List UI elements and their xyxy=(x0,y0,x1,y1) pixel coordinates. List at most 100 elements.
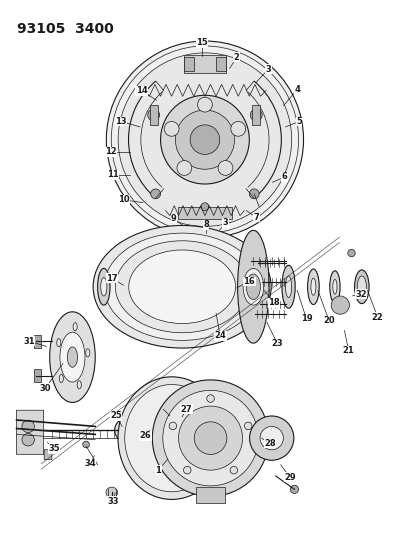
Circle shape xyxy=(22,433,34,446)
FancyBboxPatch shape xyxy=(17,410,43,454)
Bar xyxy=(196,487,225,503)
Ellipse shape xyxy=(100,278,107,296)
Ellipse shape xyxy=(93,225,271,348)
Circle shape xyxy=(160,95,249,184)
Text: 93105  3400: 93105 3400 xyxy=(17,22,113,36)
Ellipse shape xyxy=(104,233,259,341)
Text: 32: 32 xyxy=(354,290,366,298)
Circle shape xyxy=(190,125,219,155)
Text: 6: 6 xyxy=(281,173,287,181)
Circle shape xyxy=(249,189,259,199)
Ellipse shape xyxy=(332,279,336,294)
Circle shape xyxy=(218,160,233,175)
Ellipse shape xyxy=(281,265,294,308)
Circle shape xyxy=(230,122,245,136)
Ellipse shape xyxy=(85,349,90,357)
Circle shape xyxy=(194,422,226,455)
Text: 17: 17 xyxy=(106,274,117,282)
Ellipse shape xyxy=(307,269,318,304)
Ellipse shape xyxy=(354,270,368,304)
Ellipse shape xyxy=(246,274,260,300)
Text: 33: 33 xyxy=(107,497,119,505)
Text: 3: 3 xyxy=(265,65,271,74)
Text: 34: 34 xyxy=(84,459,96,468)
Bar xyxy=(34,369,41,382)
Circle shape xyxy=(152,380,268,496)
Circle shape xyxy=(22,420,34,433)
Text: 4: 4 xyxy=(294,85,299,94)
Circle shape xyxy=(330,296,349,314)
Text: 26: 26 xyxy=(140,432,151,440)
Text: 1: 1 xyxy=(155,466,161,474)
Text: 22: 22 xyxy=(371,313,382,321)
Text: 28: 28 xyxy=(263,439,275,448)
Circle shape xyxy=(197,97,212,112)
Bar xyxy=(184,56,194,71)
Circle shape xyxy=(159,405,167,414)
Text: 23: 23 xyxy=(271,340,282,348)
Bar xyxy=(252,105,259,125)
Ellipse shape xyxy=(67,347,77,367)
Text: 35: 35 xyxy=(48,445,59,453)
Ellipse shape xyxy=(242,269,263,305)
Text: 15: 15 xyxy=(196,38,207,47)
Ellipse shape xyxy=(329,271,339,303)
Ellipse shape xyxy=(97,269,110,305)
Text: 21: 21 xyxy=(342,346,354,355)
Ellipse shape xyxy=(124,384,218,492)
Text: 9: 9 xyxy=(171,214,176,223)
Ellipse shape xyxy=(106,487,117,498)
Text: 8: 8 xyxy=(203,221,209,229)
Ellipse shape xyxy=(310,278,315,295)
Text: 31: 31 xyxy=(23,337,35,345)
Text: 11: 11 xyxy=(107,171,118,179)
Bar xyxy=(178,207,231,219)
Circle shape xyxy=(200,203,209,211)
Ellipse shape xyxy=(237,230,268,343)
Ellipse shape xyxy=(356,276,366,297)
FancyBboxPatch shape xyxy=(44,450,52,459)
Text: 24: 24 xyxy=(214,332,225,340)
Circle shape xyxy=(118,53,291,227)
Circle shape xyxy=(106,41,303,238)
Ellipse shape xyxy=(285,276,291,297)
Text: 12: 12 xyxy=(105,148,116,156)
Bar xyxy=(215,56,225,71)
Circle shape xyxy=(164,122,178,136)
Circle shape xyxy=(290,485,298,494)
Circle shape xyxy=(230,466,237,474)
Bar xyxy=(184,55,225,72)
Circle shape xyxy=(206,395,214,402)
Ellipse shape xyxy=(73,322,77,331)
Text: 2: 2 xyxy=(233,53,239,61)
Circle shape xyxy=(178,406,242,470)
Ellipse shape xyxy=(77,381,81,389)
Text: 7: 7 xyxy=(253,213,259,222)
Circle shape xyxy=(183,466,191,474)
Ellipse shape xyxy=(128,250,235,324)
Ellipse shape xyxy=(50,312,95,402)
Circle shape xyxy=(250,109,261,121)
Circle shape xyxy=(120,424,132,437)
Circle shape xyxy=(83,441,89,448)
Ellipse shape xyxy=(59,375,63,383)
Text: 10: 10 xyxy=(117,196,129,204)
Text: 25: 25 xyxy=(110,411,121,420)
Ellipse shape xyxy=(60,332,85,382)
Ellipse shape xyxy=(115,241,248,333)
Bar xyxy=(34,335,41,348)
Text: 3: 3 xyxy=(222,219,228,227)
Text: 30: 30 xyxy=(40,384,51,392)
Circle shape xyxy=(244,422,252,430)
Text: 19: 19 xyxy=(300,314,311,323)
Circle shape xyxy=(147,109,159,121)
Circle shape xyxy=(162,390,258,486)
Text: 18: 18 xyxy=(268,298,279,307)
Circle shape xyxy=(176,160,191,175)
Text: 14: 14 xyxy=(135,86,147,95)
Ellipse shape xyxy=(118,377,225,499)
Circle shape xyxy=(150,189,160,199)
Text: 29: 29 xyxy=(283,473,295,481)
Text: 13: 13 xyxy=(115,117,126,126)
Text: 5: 5 xyxy=(295,117,301,126)
